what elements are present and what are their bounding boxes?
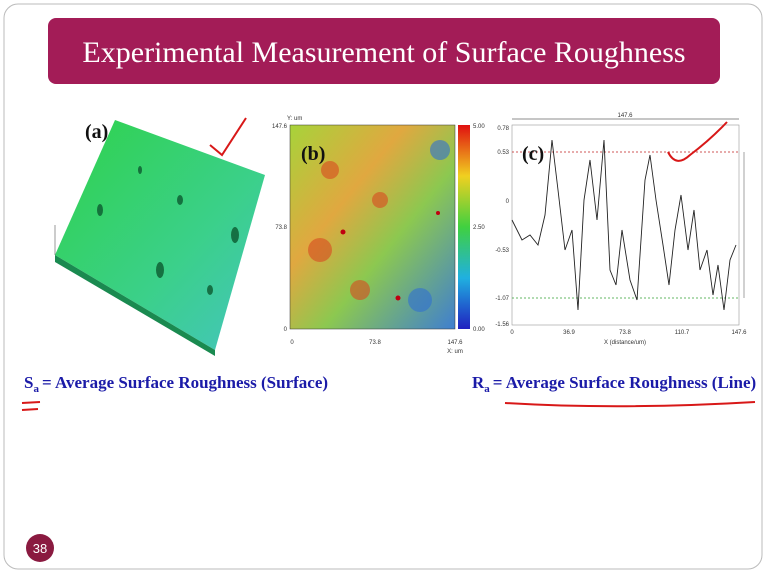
colorbar-label: 5.00 — [473, 124, 485, 130]
x-tick-label: 0 — [510, 330, 514, 336]
annotation-check — [209, 117, 247, 157]
caption-symbol: R — [472, 373, 485, 392]
annotation-underline — [504, 401, 756, 408]
annotation-underline — [21, 401, 41, 411]
figure-label: (a) — [85, 121, 108, 143]
y-tick-label: 0 — [284, 327, 288, 333]
figure-b: Y: um 147.6 73.8 0 0 73.8 147.6 X: um 5.… — [272, 116, 485, 355]
y-tick-label: 73.8 — [275, 225, 287, 231]
colorbar-label: 0.00 — [473, 327, 485, 333]
caption-subscript: a — [484, 383, 490, 395]
page-badge — [26, 534, 54, 562]
axis-label: X: um — [447, 349, 463, 355]
slide-title: Experimental Measurement of Surface Roug… — [82, 36, 685, 69]
y-tick-label: -1.07 — [495, 296, 509, 302]
caption-subscript: a — [33, 383, 39, 395]
caption: Sa = Average Surface Roughness (Surface) — [24, 373, 328, 395]
y-tick-label: 0.78 — [497, 126, 509, 132]
x-tick-label: 147.6 — [731, 330, 747, 336]
y-tick-label: 147.6 — [272, 124, 288, 130]
figure-a: (a) — [54, 120, 265, 356]
y-tick-label: 0.53 — [497, 150, 509, 156]
y-tick-label: -0.53 — [495, 248, 509, 254]
x-tick-label: 36.9 — [563, 330, 575, 336]
figure-c: 147.6 0.78 0.53 0 -0.53 -1.07 -1.56 0 36… — [495, 113, 747, 346]
axis-label: Y: um — [287, 116, 302, 122]
top-label: 147.6 — [617, 113, 633, 119]
annotation-mark — [667, 121, 728, 162]
axis-label: X (distance/um) — [604, 340, 646, 346]
caption-text: = Average Surface Roughness (Surface) — [42, 373, 328, 392]
colorbar-label: 2.50 — [473, 225, 485, 231]
caption-symbol: S — [24, 373, 33, 392]
title-banner — [48, 18, 720, 84]
caption-text: = Average Surface Roughness (Line) — [493, 373, 756, 392]
caption: Ra = Average Surface Roughness (Line) — [472, 373, 756, 395]
page-number: 38 — [33, 541, 47, 556]
x-tick-label: 73.8 — [369, 340, 381, 346]
x-tick-label: 110.7 — [675, 330, 690, 336]
y-tick-label: 0 — [506, 199, 510, 205]
x-tick-label: 73.8 — [619, 330, 631, 336]
x-tick-label: 147.6 — [447, 340, 463, 346]
figure-label: (c) — [522, 143, 544, 165]
figure-label: (b) — [301, 143, 325, 165]
y-tick-label: -1.56 — [495, 322, 509, 328]
x-tick-label: 0 — [290, 340, 294, 346]
